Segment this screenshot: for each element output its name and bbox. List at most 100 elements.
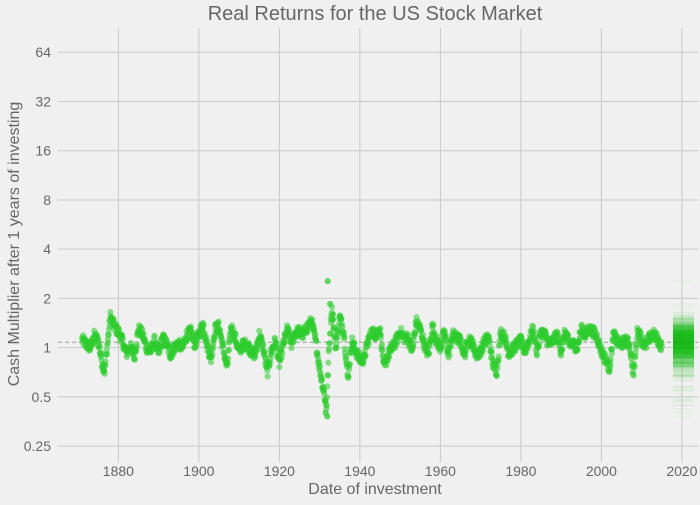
data-point: [103, 351, 111, 358]
chart-title: Real Returns for the US Stock Market: [208, 3, 543, 25]
data-point: [313, 338, 320, 345]
data-point: [323, 394, 331, 401]
data-point: [338, 315, 345, 322]
data-point: [486, 338, 493, 345]
data-point: [207, 359, 215, 366]
data-point: [327, 300, 334, 308]
y-tick-label: 0.25: [24, 438, 51, 454]
data-point: [102, 358, 109, 365]
data-point: [495, 353, 502, 360]
data-point: [346, 366, 353, 373]
data-point: [220, 342, 227, 349]
y-tick-label: 32: [35, 93, 51, 109]
data-point: [329, 311, 337, 318]
x-axis-label: Date of investment: [308, 481, 442, 498]
data-point: [360, 358, 367, 365]
data-point: [187, 323, 194, 330]
data-point: [101, 370, 108, 377]
data-point: [488, 349, 495, 356]
x-tick-label: 1980: [505, 463, 536, 479]
data-point: [536, 340, 543, 347]
data-point: [261, 348, 268, 355]
data-point: [631, 364, 638, 371]
data-point: [493, 372, 500, 380]
data-point: [325, 345, 333, 352]
data-point: [119, 334, 126, 342]
data-point: [462, 354, 469, 361]
data-point: [658, 343, 665, 350]
data-point: [260, 341, 267, 348]
data-point: [346, 360, 353, 367]
data-point: [379, 347, 386, 354]
data-point: [105, 331, 112, 339]
y-tick-label: 4: [43, 241, 51, 257]
data-point: [340, 329, 347, 336]
y-axis-label: Cash Multiplier after 1 years of investi…: [6, 102, 23, 387]
data-point: [351, 339, 358, 347]
data-point: [377, 325, 384, 332]
data-point: [626, 340, 634, 348]
data-point: [419, 331, 427, 338]
data-point: [224, 355, 232, 362]
data-point: [273, 339, 280, 347]
x-tick-label: 2000: [586, 463, 617, 479]
data-point: [531, 328, 538, 335]
data-point: [349, 334, 356, 341]
data-point: [630, 372, 637, 379]
data-point: [410, 341, 417, 348]
y-tick-label: 1: [43, 340, 51, 356]
data-point: [225, 346, 232, 354]
x-tick-label: 1880: [103, 463, 134, 479]
data-point: [256, 327, 263, 335]
data-point: [323, 402, 330, 409]
x-tick-label: 1900: [183, 463, 214, 479]
data-point: [232, 331, 239, 339]
data-point: [378, 341, 386, 348]
data-point: [425, 350, 433, 357]
data-point: [633, 341, 640, 348]
y-tick-label: 8: [43, 192, 51, 208]
data-point: [193, 341, 200, 349]
data-point: [339, 323, 346, 330]
data-point: [558, 352, 565, 359]
data-point: [288, 345, 295, 352]
data-point: [624, 335, 632, 342]
data-point: [276, 363, 283, 371]
data-point: [252, 354, 259, 361]
data-point: [324, 413, 331, 420]
data-point: [281, 339, 288, 346]
data-point: [96, 343, 103, 350]
data-point: [215, 318, 222, 325]
data-point: [204, 337, 211, 345]
data-point: [496, 341, 503, 348]
data-point: [446, 351, 453, 359]
data-point: [343, 355, 350, 362]
x-tick-label: 1920: [264, 463, 295, 479]
data-point: [279, 350, 286, 357]
data-point: [607, 356, 614, 363]
data-point: [325, 359, 332, 366]
data-point: [345, 373, 352, 380]
data-point: [365, 340, 373, 347]
data-point: [316, 363, 324, 370]
data-point: [470, 342, 478, 349]
data-point: [326, 340, 333, 347]
data-point: [324, 278, 331, 285]
data-point: [462, 348, 469, 356]
data-point: [151, 332, 158, 339]
data-point: [264, 373, 271, 380]
data-point: [377, 331, 385, 339]
data-point: [418, 326, 425, 333]
data-point: [324, 383, 331, 390]
data-point: [643, 345, 650, 352]
data-point: [209, 351, 216, 358]
data-point: [398, 325, 405, 332]
x-tick-labels: 1880 1900 1920 1940 1960 1980 2000 2020: [103, 463, 698, 479]
data-point: [405, 331, 412, 338]
y-tick-label: 16: [35, 143, 51, 159]
data-point: [362, 352, 369, 359]
data-point: [133, 341, 140, 348]
